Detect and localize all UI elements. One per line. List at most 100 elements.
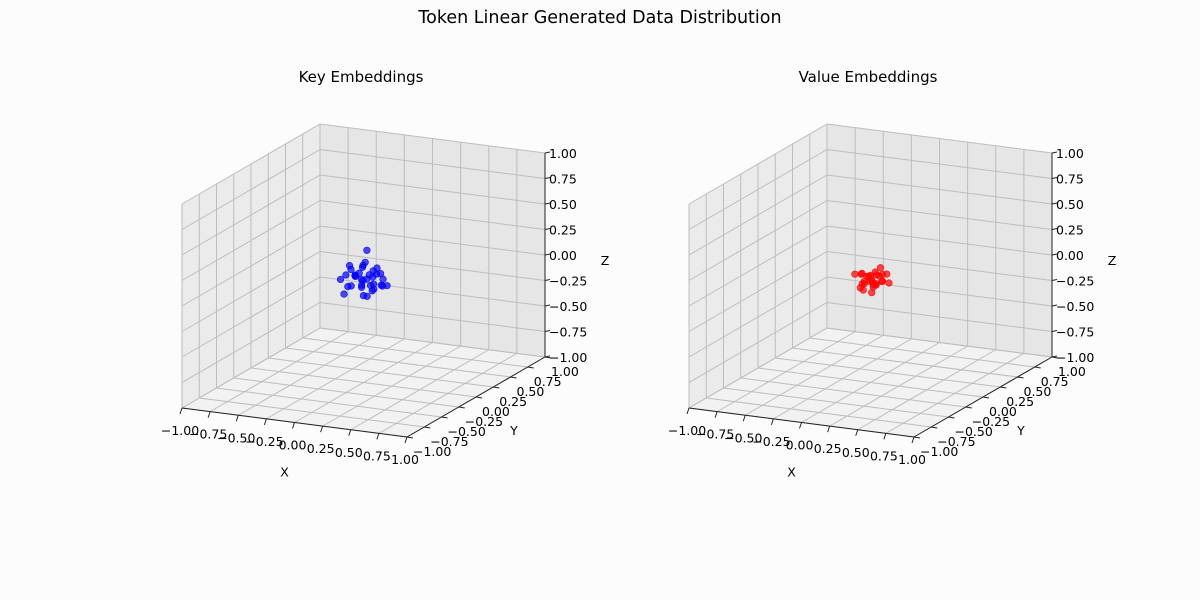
- x-tick-label: 0.50: [842, 445, 870, 460]
- y-tick-label: 0.50: [517, 384, 545, 399]
- grid-line: [775, 357, 1001, 388]
- x-tick: [855, 429, 859, 436]
- z-tick-label: −0.50: [1056, 299, 1094, 314]
- x-tick: [263, 418, 267, 426]
- grid-line: [322, 345, 461, 427]
- data-point: [885, 279, 893, 287]
- x-tick: [883, 433, 887, 440]
- grid-line: [792, 347, 1018, 378]
- x-tick-label: 0.00: [786, 438, 814, 453]
- z-tick: [1051, 253, 1058, 256]
- z-tick-label: −0.50: [549, 299, 587, 314]
- z-tick-label: 0.50: [1056, 197, 1084, 212]
- z-tick-label: −1.00: [549, 350, 587, 365]
- x-tick-label: −0.75: [696, 427, 734, 442]
- data-point: [377, 281, 385, 289]
- axes3d-2: −1.00−0.75−0.50−0.250.00 0.25 0.50 0.75 1.00…: [668, 68, 1116, 480]
- y-tick-label: 0.00: [989, 404, 1017, 419]
- grid-line: [809, 337, 1035, 368]
- z-tick-label: 0.00: [1056, 248, 1084, 263]
- x-tick-label: 1.00: [898, 452, 926, 467]
- z-tick: [544, 202, 551, 205]
- z-tick: [544, 177, 551, 179]
- data-point: [344, 283, 352, 291]
- x-tick-label: 0.25: [814, 441, 842, 456]
- x-tick: [235, 415, 239, 422]
- x-tick-label: −0.50: [217, 430, 255, 445]
- x-tick-label: −0.75: [189, 427, 227, 442]
- y-axis-label: Y: [509, 423, 518, 438]
- z-tick: [1051, 330, 1058, 332]
- z-tick-label: 0.25: [1056, 223, 1084, 238]
- data-point: [358, 283, 366, 291]
- x-tick: [911, 436, 915, 444]
- grid-line: [181, 123, 546, 205]
- x-tick: [714, 411, 718, 418]
- y-tick: [441, 416, 448, 419]
- x-axis-label: X: [280, 465, 289, 480]
- subplot-title: Key Embeddings: [299, 68, 424, 86]
- grid-line: [350, 349, 490, 431]
- y-tick-label: 0.25: [1006, 394, 1034, 409]
- data-point: [373, 264, 381, 272]
- x-tick: [179, 407, 183, 415]
- x-tick-label: 1.00: [391, 452, 419, 467]
- data-point: [342, 271, 350, 279]
- y-tick: [493, 386, 500, 389]
- z-tick-label: −0.25: [1056, 274, 1094, 289]
- z-tick-label: −0.75: [549, 325, 587, 340]
- data-point: [883, 270, 891, 278]
- z-tick: [1051, 177, 1058, 179]
- grid-line: [285, 347, 511, 378]
- data-point: [868, 289, 876, 297]
- data-point: [859, 286, 867, 294]
- x-tick-label: 0.00: [279, 438, 307, 453]
- z-axis-label: Z: [601, 253, 610, 268]
- data-point: [876, 264, 885, 272]
- z-tick: [1051, 355, 1058, 358]
- x-tick: [686, 407, 690, 415]
- y-tick-label: 0.75: [1041, 374, 1069, 389]
- z-tick: [1051, 279, 1058, 281]
- data-point: [878, 277, 886, 286]
- y-tick: [1034, 366, 1041, 369]
- x-axis-label: X: [787, 465, 796, 480]
- data-point: [347, 265, 355, 274]
- data-points: [851, 264, 893, 297]
- subplot-title: Value Embeddings: [799, 68, 938, 86]
- y-tick: [1000, 386, 1007, 389]
- x-tick-label: −1.00: [161, 423, 199, 438]
- data-point: [340, 290, 348, 298]
- z-tick-label: −1.00: [1056, 350, 1094, 365]
- y-tick-label: −0.50: [448, 424, 486, 439]
- data-point: [358, 263, 367, 271]
- y-tick: [948, 416, 955, 419]
- y-tick: [965, 406, 972, 409]
- grid-line: [885, 352, 1025, 434]
- z-tick-label: −0.25: [549, 274, 587, 289]
- z-tick: [1051, 151, 1058, 154]
- z-tick-label: 0.00: [549, 248, 577, 263]
- x-tick-label: 0.75: [363, 448, 391, 463]
- z-tick: [1051, 228, 1058, 230]
- x-tick: [292, 422, 295, 429]
- grid-line: [857, 349, 997, 431]
- y-tick-label: 0.50: [1024, 384, 1052, 399]
- x-tick-label: −0.25: [245, 434, 283, 449]
- x-tick-label: −0.25: [752, 434, 790, 449]
- z-tick-label: 0.75: [1056, 172, 1084, 187]
- x-tick-label: 0.75: [870, 448, 898, 463]
- data-points: [336, 246, 391, 300]
- grid-line: [378, 352, 518, 434]
- y-tick-label: 1.00: [1058, 364, 1086, 379]
- data-point: [377, 270, 385, 278]
- y-tick-label: −0.25: [972, 414, 1010, 429]
- x-tick: [770, 418, 774, 426]
- y-tick-label: −1.00: [920, 444, 958, 459]
- z-tick: [544, 253, 551, 256]
- x-tick-label: 0.50: [335, 445, 363, 460]
- grid-line: [688, 123, 1053, 205]
- z-tick-label: −0.75: [1056, 325, 1094, 340]
- y-tick: [424, 426, 431, 429]
